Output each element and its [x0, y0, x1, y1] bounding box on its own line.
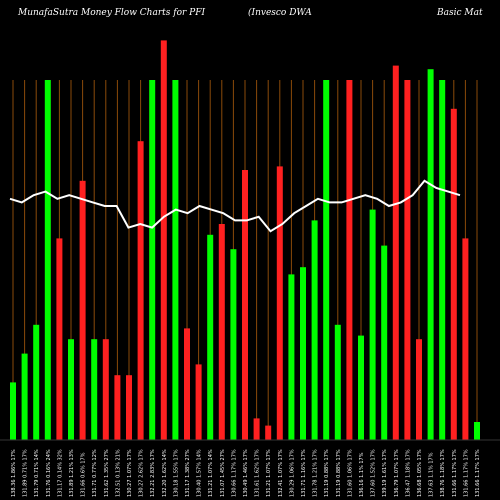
bar-green	[68, 339, 74, 440]
bar-red	[79, 180, 86, 441]
x-tick-label: 131.71 1.16% 17%	[301, 449, 307, 497]
bar-green	[381, 245, 388, 440]
bar-green	[10, 382, 16, 440]
bar-red	[242, 170, 248, 440]
bar-green	[311, 220, 318, 440]
x-tick-label: 137.60 1.52% 17%	[371, 449, 377, 497]
x-tick-label: 130.40 1.57% 14%	[197, 449, 203, 497]
x-tick-label: 131.66 1.17% 17%	[463, 449, 469, 497]
x-tick-label: 130.27 2.62% 17%	[139, 449, 145, 497]
x-tick-label: 131.71 0.77% 12%	[92, 449, 98, 497]
x-tick-label: 131.07 1.45% 27%	[220, 449, 226, 497]
x-tick-label: 138.36 1.86% 17%	[11, 449, 17, 497]
x-tick-label: 130.29 1.06% 17%	[289, 449, 295, 497]
bar-red	[126, 375, 132, 440]
bar-green	[323, 80, 330, 440]
x-tick-label: 131.89 1.21% 13%	[69, 449, 75, 497]
x-tick-label: 132.21 2.83% 17%	[150, 449, 156, 497]
x-tick-label: 130.27 1.07% 17%	[127, 449, 133, 497]
x-tick-label: 131.19 0.88% 17%	[324, 449, 330, 497]
bar-green	[172, 80, 179, 440]
bar-green	[334, 324, 341, 440]
bar-red	[404, 80, 411, 440]
bar-green	[44, 80, 51, 440]
x-tick-label: 131.60 1.06% 17%	[347, 449, 353, 497]
x-tick-label: 131.79 0.71% 14%	[34, 449, 40, 497]
x-tick-label: 131.89 0.71% 17%	[23, 449, 29, 497]
bar-green	[33, 324, 40, 440]
x-tick-label: 132.20 1.62% 14%	[162, 449, 168, 497]
title-left: MunafaSutra Money Flow Charts for PFI	[18, 8, 206, 18]
bar-red	[102, 339, 109, 440]
x-tick-label: 131.21 1.07% 14%	[208, 449, 214, 497]
x-tick-label: 130.18 1.55% 17%	[173, 449, 179, 497]
bar-green	[91, 339, 98, 440]
bar-red	[218, 224, 225, 440]
bar-green	[369, 209, 376, 440]
x-tick-label: 136.79 1.07% 17%	[394, 449, 400, 497]
bar-green	[427, 69, 434, 440]
x-tick-label: 131.61 1.62% 17%	[255, 449, 261, 497]
x-tick-label: 132.51 0.13% 21%	[115, 449, 121, 497]
x-tick-label: 131.66 1.17% 17%	[475, 449, 481, 497]
bar-red	[450, 108, 457, 441]
title-right: Basic Mat	[437, 8, 483, 18]
bar-green	[439, 80, 446, 440]
x-tick-label: 137.63 1.1% 17%	[429, 452, 435, 497]
x-tick-label: 131.66 1.17% 17%	[452, 449, 458, 497]
bar-green	[358, 335, 364, 440]
x-tick-label: 131.17 0.14% 32%	[57, 449, 63, 497]
bar-red	[346, 80, 353, 440]
bar-red	[195, 364, 202, 440]
x-tick-label: 136.47 1.18% 17%	[405, 449, 411, 497]
bar-red	[265, 425, 272, 440]
bar-green	[300, 267, 306, 440]
bar-green	[207, 234, 214, 440]
bar-red	[184, 328, 190, 440]
x-tick-label: 136.16 1.1% 17%	[359, 452, 365, 497]
x-tick-label: 132.41 1.07% 17%	[278, 449, 284, 497]
bar-green	[230, 249, 237, 440]
x-tick-label: 130.49 1.46% 17%	[243, 449, 249, 497]
bar-green	[149, 80, 156, 440]
x-tick-label: 138.76 1.18% 17%	[440, 449, 446, 497]
bar-green	[288, 274, 295, 440]
bar-green	[474, 422, 480, 440]
x-tick-label: 131.21 1.07% 17%	[266, 449, 272, 497]
bar-red	[56, 238, 63, 440]
x-tick-label: 130.66 1.17% 17%	[231, 449, 237, 497]
chart-title: MunafaSutra Money Flow Charts for PFI (I…	[0, 8, 500, 28]
bar-red	[160, 40, 167, 441]
bar-red	[114, 375, 121, 440]
x-tick-label: 139.19 1.61% 17%	[382, 449, 388, 497]
x-tick-label: 136.68 1.05% 17%	[417, 449, 423, 497]
bar-red	[416, 339, 422, 440]
bar-red	[253, 418, 260, 440]
money-flow-line	[9, 179, 461, 233]
x-tick-label: 131.76 0.16% 24%	[46, 449, 52, 497]
x-tick-label: 131.19 0.88% 17%	[336, 449, 342, 497]
bar-green	[21, 353, 28, 440]
bar-red	[462, 238, 469, 440]
x-tick-label: 131.17 1.38% 27%	[185, 449, 191, 497]
x-tick-label: 131.66 0.6% 17%	[81, 452, 87, 497]
bar-red	[137, 141, 144, 440]
x-tick-label: 131.62 1.35% 27%	[104, 449, 110, 497]
title-middle: (Invesco DWA	[248, 8, 312, 18]
bar-red	[276, 166, 283, 440]
x-tick-label: 131.78 1.21% 17%	[313, 449, 319, 497]
bar-red	[392, 65, 399, 440]
